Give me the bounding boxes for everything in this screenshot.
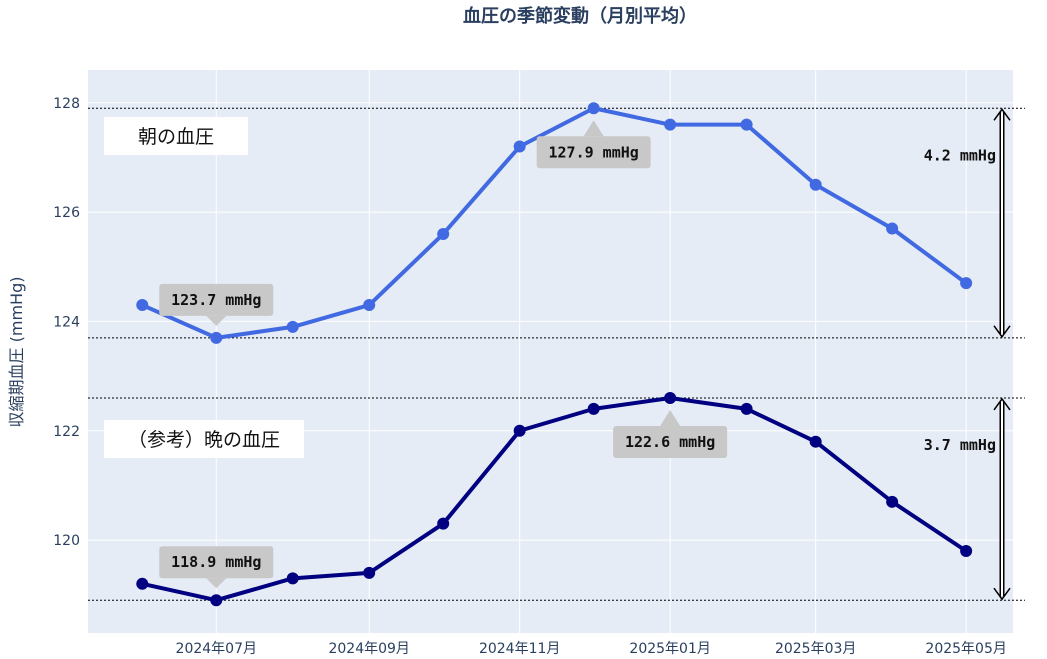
data-point xyxy=(513,424,526,437)
data-point xyxy=(664,391,677,404)
data-point xyxy=(886,495,899,508)
data-point xyxy=(587,402,600,415)
callout-pointer xyxy=(660,409,681,426)
range-label: 4.2 mmHg xyxy=(924,146,996,164)
data-point xyxy=(437,227,450,240)
data-point xyxy=(740,402,753,415)
data-point xyxy=(809,178,822,191)
range-arrow-head-top xyxy=(993,107,1011,121)
data-point xyxy=(740,118,753,131)
x-tick-label: 2025年03月 xyxy=(775,641,856,657)
y-tick-label: 126 xyxy=(53,205,80,221)
data-point xyxy=(363,299,376,312)
range-label: 3.7 mmHg xyxy=(924,436,996,454)
callout-label: 122.6 mmHg xyxy=(625,433,715,451)
x-tick-label: 2025年01月 xyxy=(629,641,710,657)
callout-box xyxy=(159,283,274,316)
range-arrows: 4.2 mmHg 3.7 mmHg xyxy=(924,107,1011,601)
x-tick-label: 2024年11月 xyxy=(479,641,560,657)
data-point xyxy=(664,118,677,131)
series-label-box xyxy=(104,117,248,155)
callout-label: 127.9 mmHg xyxy=(549,143,639,161)
callout-pointer xyxy=(583,120,604,137)
series-labels: 朝の血圧 （参考）晩の血圧 xyxy=(104,117,304,458)
range-arrow-head-bottom xyxy=(993,325,1011,339)
series-label: 朝の血圧 xyxy=(138,126,214,148)
series-label-box xyxy=(104,420,304,458)
range-arrow-head-top xyxy=(993,397,1011,411)
data-point xyxy=(437,517,450,530)
callout-box xyxy=(536,136,651,169)
callout-pointer xyxy=(206,315,227,326)
y-tick-label: 120 xyxy=(53,533,80,549)
series-line xyxy=(141,395,968,603)
x-tick-label: 2024年07月 xyxy=(176,641,257,657)
data-point xyxy=(286,320,299,333)
callout-box xyxy=(159,546,274,579)
series-lines xyxy=(136,102,973,607)
grid-lines xyxy=(88,70,1013,633)
x-tick-label: 2024年09月 xyxy=(328,641,409,657)
reference-lines xyxy=(88,107,1025,601)
range-arrow-head-bottom xyxy=(993,587,1011,601)
y-axis-ticks: 120 122 124 126 128 xyxy=(53,96,80,549)
y-tick-label: 124 xyxy=(53,314,80,330)
callout-pointer xyxy=(206,578,227,589)
chart-title: 血圧の季節変動（月別平均） xyxy=(463,5,697,27)
data-point xyxy=(587,102,600,115)
callouts: 127.9 mmHg 123.7 mmHg 122.6 mmHg 118.9 mmHg xyxy=(159,120,728,589)
y-axis-label: 収縮期血圧 (mmHg) xyxy=(7,277,26,428)
data-point xyxy=(286,572,299,585)
y-tick-label: 128 xyxy=(53,96,80,112)
series-line xyxy=(141,106,968,340)
data-point xyxy=(960,277,973,290)
x-axis-ticks: 2024年07月 2024年09月 2024年11月 2025年01月 2025年03月… xyxy=(176,641,1007,657)
y-tick-label: 122 xyxy=(53,424,80,440)
callout-label: 123.7 mmHg xyxy=(171,291,261,309)
x-tick-label: 2025年05月 xyxy=(925,641,1006,657)
series-label: （参考）晩の血圧 xyxy=(128,429,280,451)
data-point xyxy=(886,222,899,235)
data-point xyxy=(960,545,973,558)
data-point xyxy=(136,577,149,590)
data-point xyxy=(210,594,223,607)
data-point xyxy=(210,331,223,344)
data-point xyxy=(513,140,526,153)
callout-label: 118.9 mmHg xyxy=(171,553,261,571)
data-point xyxy=(136,299,149,312)
callout-box xyxy=(613,425,728,458)
data-point xyxy=(809,435,822,448)
data-point xyxy=(363,566,376,579)
